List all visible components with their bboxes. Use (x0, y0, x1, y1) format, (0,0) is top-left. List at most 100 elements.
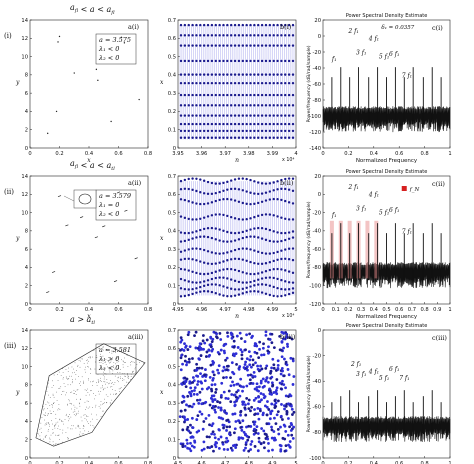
timeseries-point (210, 44, 214, 47)
timeseries-point (191, 376, 195, 379)
timeseries-point (211, 422, 215, 426)
timeseries-point (276, 363, 280, 367)
attractor-point (90, 373, 92, 374)
attractor-point (79, 428, 81, 429)
psd-ytick-label: -60 (313, 82, 321, 88)
timeseries-xtick-label: 4.96 (196, 307, 208, 313)
timeseries-point (215, 332, 218, 336)
timeseries-point (228, 425, 232, 429)
timeseries-point (198, 390, 202, 394)
timeseries-point (199, 235, 202, 238)
psd-ytick-label: -120 (309, 302, 321, 308)
timeseries-xtick-label: 3.96 (196, 151, 208, 157)
psd-peak-label: 5 f₁ (379, 209, 389, 216)
timeseries-point (233, 268, 237, 272)
timeseries-point (253, 73, 256, 76)
timeseries-point (274, 422, 278, 426)
timeseries-point (264, 136, 268, 139)
attractor-point (71, 403, 72, 405)
timeseries-point (272, 34, 275, 37)
attractor-point (122, 364, 124, 366)
timeseries-point (222, 376, 225, 380)
attractor-point (100, 416, 102, 417)
psd-ytick-label: -40 (313, 229, 321, 235)
timeseries-point (239, 426, 243, 429)
timeseries-point (224, 396, 228, 400)
attractor-ytick-label: 4 (25, 109, 29, 115)
attractor-xtick-label: 0.2 (55, 461, 63, 464)
timeseries-point (202, 93, 206, 97)
timeseries-point (272, 268, 275, 271)
attractor-point (85, 394, 87, 396)
attractor-legend-line: a = 3.581 (99, 346, 131, 354)
timeseries-point (245, 357, 249, 361)
timeseries-point (186, 425, 190, 429)
timeseries-point (272, 366, 276, 370)
timeseries-point (260, 129, 264, 133)
timeseries-point (260, 277, 264, 280)
attractor-point (106, 349, 107, 351)
timeseries-point (276, 427, 280, 431)
attractor-point (92, 407, 93, 408)
timeseries-point (214, 270, 217, 273)
timeseries-point (199, 104, 202, 107)
timeseries-point (221, 369, 225, 373)
timeseries-point (204, 355, 208, 358)
timeseries-point (258, 340, 262, 344)
timeseries-point (253, 59, 256, 63)
condition-subscript: fl (74, 8, 79, 14)
attractor-point (95, 404, 97, 406)
timeseries-point (237, 129, 241, 133)
timeseries-point (264, 283, 268, 286)
attractor-point (73, 404, 75, 406)
attractor-point (102, 359, 104, 360)
timeseries-point (257, 93, 260, 97)
attractor-point (92, 381, 93, 383)
timeseries-point (245, 104, 248, 107)
timeseries-point (197, 401, 201, 405)
timeseries-point (184, 380, 188, 384)
timeseries-point (284, 136, 287, 139)
attractor-point (58, 371, 60, 373)
timeseries-point (241, 287, 244, 291)
timeseries-point (187, 269, 190, 272)
timeseries-point (233, 217, 237, 220)
timeseries-point (237, 200, 241, 203)
timeseries-point (187, 34, 190, 37)
timeseries-point (183, 44, 187, 47)
attractor-point (59, 419, 61, 421)
attractor-point (74, 409, 76, 411)
timeseries-point (241, 122, 244, 126)
timeseries-point (249, 260, 252, 264)
timeseries-point (244, 403, 247, 407)
attractor-point (76, 398, 77, 400)
timeseries-point (214, 23, 217, 27)
timeseries-ytick-label: 0.1 (168, 284, 176, 290)
timeseries-point (202, 347, 205, 351)
attractor-point (46, 424, 48, 425)
timeseries-point (230, 114, 233, 117)
attractor-ylabel: y (15, 235, 20, 242)
attractor-point (57, 41, 59, 43)
attractor-point (44, 436, 46, 438)
timeseries-point (237, 231, 241, 235)
attractor-point (122, 366, 124, 368)
timeseries-point (202, 44, 206, 47)
timeseries-point (268, 190, 272, 193)
timeseries-point (257, 290, 260, 293)
attractor-point (105, 364, 107, 366)
psd-ytick-label: -40 (313, 379, 321, 385)
timeseries-point (206, 215, 210, 218)
attractor-point (109, 362, 111, 363)
psd-peak-label: 6 f₁ (389, 366, 399, 373)
attractor-point (56, 391, 57, 393)
attractor-ytick-label: 6 (25, 401, 28, 407)
timeseries-point (241, 34, 244, 37)
timeseries-point (256, 367, 260, 371)
timeseries-point (237, 288, 241, 291)
timeseries-point (210, 136, 214, 139)
timeseries-point (276, 129, 279, 133)
condition-part: < a < a (78, 5, 111, 14)
timeseries-point (180, 401, 184, 404)
